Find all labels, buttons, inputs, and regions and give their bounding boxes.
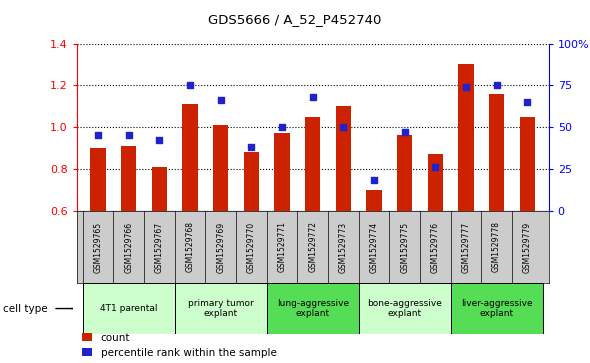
Bar (397, 135, 412, 211)
Bar (366, 189, 382, 211)
Text: GSM1529777: GSM1529777 (461, 221, 470, 273)
Text: GSM1529766: GSM1529766 (124, 221, 133, 273)
Point (492, 82, 502, 88)
Bar (267, 283, 359, 334)
Text: GSM1529765: GSM1529765 (94, 221, 103, 273)
Bar (121, 146, 136, 211)
Bar (213, 125, 228, 211)
Text: GSM1529774: GSM1529774 (369, 221, 379, 273)
Point (277, 124, 287, 130)
Point (155, 138, 164, 143)
Text: GDS5666 / A_52_P452740: GDS5666 / A_52_P452740 (208, 13, 382, 26)
Text: 4T1 parental: 4T1 parental (100, 304, 158, 313)
Point (431, 164, 440, 170)
Text: lung-aggressive
explant: lung-aggressive explant (277, 299, 349, 318)
Text: GSM1529767: GSM1529767 (155, 221, 164, 273)
Bar (274, 133, 290, 211)
Point (369, 178, 379, 183)
Bar (451, 283, 543, 334)
Text: GSM1529779: GSM1529779 (523, 221, 532, 273)
Text: GSM1529778: GSM1529778 (492, 221, 501, 272)
Text: GSM1529772: GSM1529772 (308, 221, 317, 272)
Bar (359, 283, 451, 334)
Bar (458, 65, 474, 211)
Bar (305, 117, 320, 211)
Bar (182, 104, 198, 211)
Bar (152, 167, 167, 211)
Bar (175, 283, 267, 334)
Point (400, 129, 409, 135)
Point (247, 144, 256, 150)
Text: GSM1529775: GSM1529775 (400, 221, 409, 273)
Text: GSM1529770: GSM1529770 (247, 221, 256, 273)
Bar (90, 148, 106, 211)
Text: cell type: cell type (3, 303, 48, 314)
Text: GSM1529773: GSM1529773 (339, 221, 348, 273)
Point (93, 132, 103, 138)
Bar (336, 106, 351, 211)
Legend: count, percentile rank within the sample: count, percentile rank within the sample (82, 333, 277, 358)
Point (216, 97, 225, 103)
Point (308, 94, 317, 100)
Bar (489, 94, 504, 211)
Text: GSM1529776: GSM1529776 (431, 221, 440, 273)
Bar (428, 154, 443, 211)
Bar (83, 283, 175, 334)
Text: primary tumor
explant: primary tumor explant (188, 299, 254, 318)
Point (124, 132, 133, 138)
Text: GSM1529768: GSM1529768 (186, 221, 195, 272)
Point (339, 124, 348, 130)
Point (185, 82, 195, 88)
Point (461, 84, 471, 90)
Text: GSM1529771: GSM1529771 (277, 221, 287, 272)
Point (523, 99, 532, 105)
Text: bone-aggressive
explant: bone-aggressive explant (367, 299, 442, 318)
Text: GSM1529769: GSM1529769 (217, 221, 225, 273)
Bar (244, 152, 259, 211)
Text: liver-aggressive
explant: liver-aggressive explant (461, 299, 532, 318)
Bar (520, 117, 535, 211)
